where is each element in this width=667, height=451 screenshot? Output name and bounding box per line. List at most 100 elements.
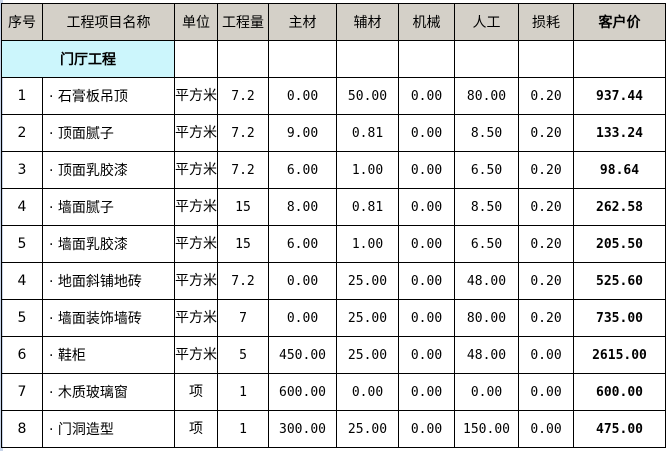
- cell-no[interactable]: 5: [1, 299, 43, 337]
- cell[interactable]: [217, 40, 269, 78]
- cell-aux[interactable]: 25.00: [336, 262, 399, 300]
- cell-mech[interactable]: 0.00: [398, 188, 455, 226]
- cell-name[interactable]: · 木质玻璃窗: [42, 373, 175, 411]
- cell-name[interactable]: · 门洞造型: [42, 410, 175, 448]
- cell-price[interactable]: 98.64: [573, 151, 666, 189]
- cell-loss[interactable]: 0.20: [518, 262, 574, 300]
- cell-aux[interactable]: 25.00: [336, 336, 399, 374]
- cell-labor[interactable]: 8.50: [454, 188, 519, 226]
- cell-price[interactable]: 937.44: [573, 77, 666, 115]
- cell-name[interactable]: · 石膏板吊顶: [42, 77, 175, 115]
- cell-main[interactable]: 0.00: [268, 299, 337, 337]
- cell-qty[interactable]: 7: [217, 299, 269, 337]
- cell-labor[interactable]: 0.00: [454, 373, 519, 411]
- header-qty[interactable]: 工程量: [217, 3, 269, 41]
- cell-loss[interactable]: 0.00: [518, 373, 574, 411]
- header-mech[interactable]: 机械: [398, 3, 455, 41]
- cell[interactable]: [518, 40, 574, 78]
- cell-main[interactable]: 0.00: [268, 77, 337, 115]
- cell-mech[interactable]: 0.00: [398, 299, 455, 337]
- cell-qty[interactable]: 15: [217, 188, 269, 226]
- header-name[interactable]: 工程项目名称: [42, 3, 175, 41]
- cell-name[interactable]: · 墙面腻子: [42, 188, 175, 226]
- cell-labor[interactable]: 8.50: [454, 114, 519, 152]
- cell-qty[interactable]: 1: [217, 410, 269, 448]
- cell-mech[interactable]: 0.00: [398, 336, 455, 374]
- cell-aux[interactable]: 25.00: [336, 410, 399, 448]
- cell-no[interactable]: 7: [1, 373, 43, 411]
- cell-main[interactable]: 0.00: [268, 262, 337, 300]
- cell[interactable]: [336, 40, 399, 78]
- cell-unit[interactable]: 平方米: [174, 188, 218, 226]
- cell-no[interactable]: 3: [1, 151, 43, 189]
- cell-aux[interactable]: 0.00: [336, 373, 399, 411]
- cell-main[interactable]: 9.00: [268, 114, 337, 152]
- cell-no[interactable]: 8: [1, 410, 43, 448]
- cell-aux[interactable]: 0.81: [336, 188, 399, 226]
- cell-main[interactable]: 6.00: [268, 151, 337, 189]
- cell-no[interactable]: 2: [1, 114, 43, 152]
- cell-labor[interactable]: 80.00: [454, 77, 519, 115]
- cell-unit[interactable]: 项: [174, 410, 218, 448]
- cell-aux[interactable]: 50.00: [336, 77, 399, 115]
- cell-aux[interactable]: 1.00: [336, 225, 399, 263]
- cell-no[interactable]: 4: [1, 262, 43, 300]
- cell-price[interactable]: 735.00: [573, 299, 666, 337]
- cell-unit[interactable]: 项: [174, 373, 218, 411]
- cell-price[interactable]: 2615.00: [573, 336, 666, 374]
- cell-main[interactable]: 300.00: [268, 410, 337, 448]
- cell-no[interactable]: 6: [1, 336, 43, 374]
- cell-mech[interactable]: 0.00: [398, 225, 455, 263]
- cell-labor[interactable]: 48.00: [454, 336, 519, 374]
- cell-unit[interactable]: 平方米: [174, 77, 218, 115]
- cell-qty[interactable]: 15: [217, 225, 269, 263]
- cell-no[interactable]: 1: [1, 77, 43, 115]
- cell-unit[interactable]: 平方米: [174, 114, 218, 152]
- cell-qty[interactable]: 7.2: [217, 151, 269, 189]
- cell-price[interactable]: 525.60: [573, 262, 666, 300]
- cell-mech[interactable]: 0.00: [398, 373, 455, 411]
- header-labor[interactable]: 人工: [454, 3, 519, 41]
- cell-loss[interactable]: 0.00: [518, 336, 574, 374]
- cell-no[interactable]: 5: [1, 225, 43, 263]
- cell[interactable]: [454, 40, 519, 78]
- cell-price[interactable]: 600.00: [573, 373, 666, 411]
- cell-mech[interactable]: 0.00: [398, 77, 455, 115]
- cell-loss[interactable]: 0.20: [518, 114, 574, 152]
- cell-mech[interactable]: 0.00: [398, 262, 455, 300]
- cell[interactable]: [174, 40, 218, 78]
- cell-qty[interactable]: 7.2: [217, 114, 269, 152]
- header-main[interactable]: 主材: [268, 3, 337, 41]
- cell-qty[interactable]: 7.2: [217, 262, 269, 300]
- cell-labor[interactable]: 6.50: [454, 151, 519, 189]
- cell-name[interactable]: · 墙面装饰墙砖: [42, 299, 175, 337]
- header-loss[interactable]: 损耗: [518, 3, 574, 41]
- cell-unit[interactable]: 平方米: [174, 225, 218, 263]
- cell-loss[interactable]: 0.20: [518, 299, 574, 337]
- cell-main[interactable]: 8.00: [268, 188, 337, 226]
- cell-labor[interactable]: 80.00: [454, 299, 519, 337]
- cell-aux[interactable]: 25.00: [336, 299, 399, 337]
- cell[interactable]: [573, 40, 666, 78]
- cell-unit[interactable]: 平方米: [174, 151, 218, 189]
- cell-unit[interactable]: 平方米: [174, 299, 218, 337]
- cell-main[interactable]: 450.00: [268, 336, 337, 374]
- cell-name[interactable]: · 顶面乳胶漆: [42, 151, 175, 189]
- cell-price[interactable]: 205.50: [573, 225, 666, 263]
- cell-qty[interactable]: 7.2: [217, 77, 269, 115]
- cell-no[interactable]: 4: [1, 188, 43, 226]
- cell-mech[interactable]: 0.00: [398, 151, 455, 189]
- cell-qty[interactable]: 5: [217, 336, 269, 374]
- cell-unit[interactable]: 平方米: [174, 262, 218, 300]
- cell[interactable]: [398, 40, 455, 78]
- cell-loss[interactable]: 0.00: [518, 410, 574, 448]
- cell-name[interactable]: · 墙面乳胶漆: [42, 225, 175, 263]
- cell-loss[interactable]: 0.20: [518, 225, 574, 263]
- cell-name[interactable]: · 地面斜铺地砖: [42, 262, 175, 300]
- cell-labor[interactable]: 150.00: [454, 410, 519, 448]
- cell-price[interactable]: 475.00: [573, 410, 666, 448]
- cell-loss[interactable]: 0.20: [518, 77, 574, 115]
- header-unit[interactable]: 单位: [174, 3, 218, 41]
- cell-price[interactable]: 133.24: [573, 114, 666, 152]
- cell-mech[interactable]: 0.00: [398, 114, 455, 152]
